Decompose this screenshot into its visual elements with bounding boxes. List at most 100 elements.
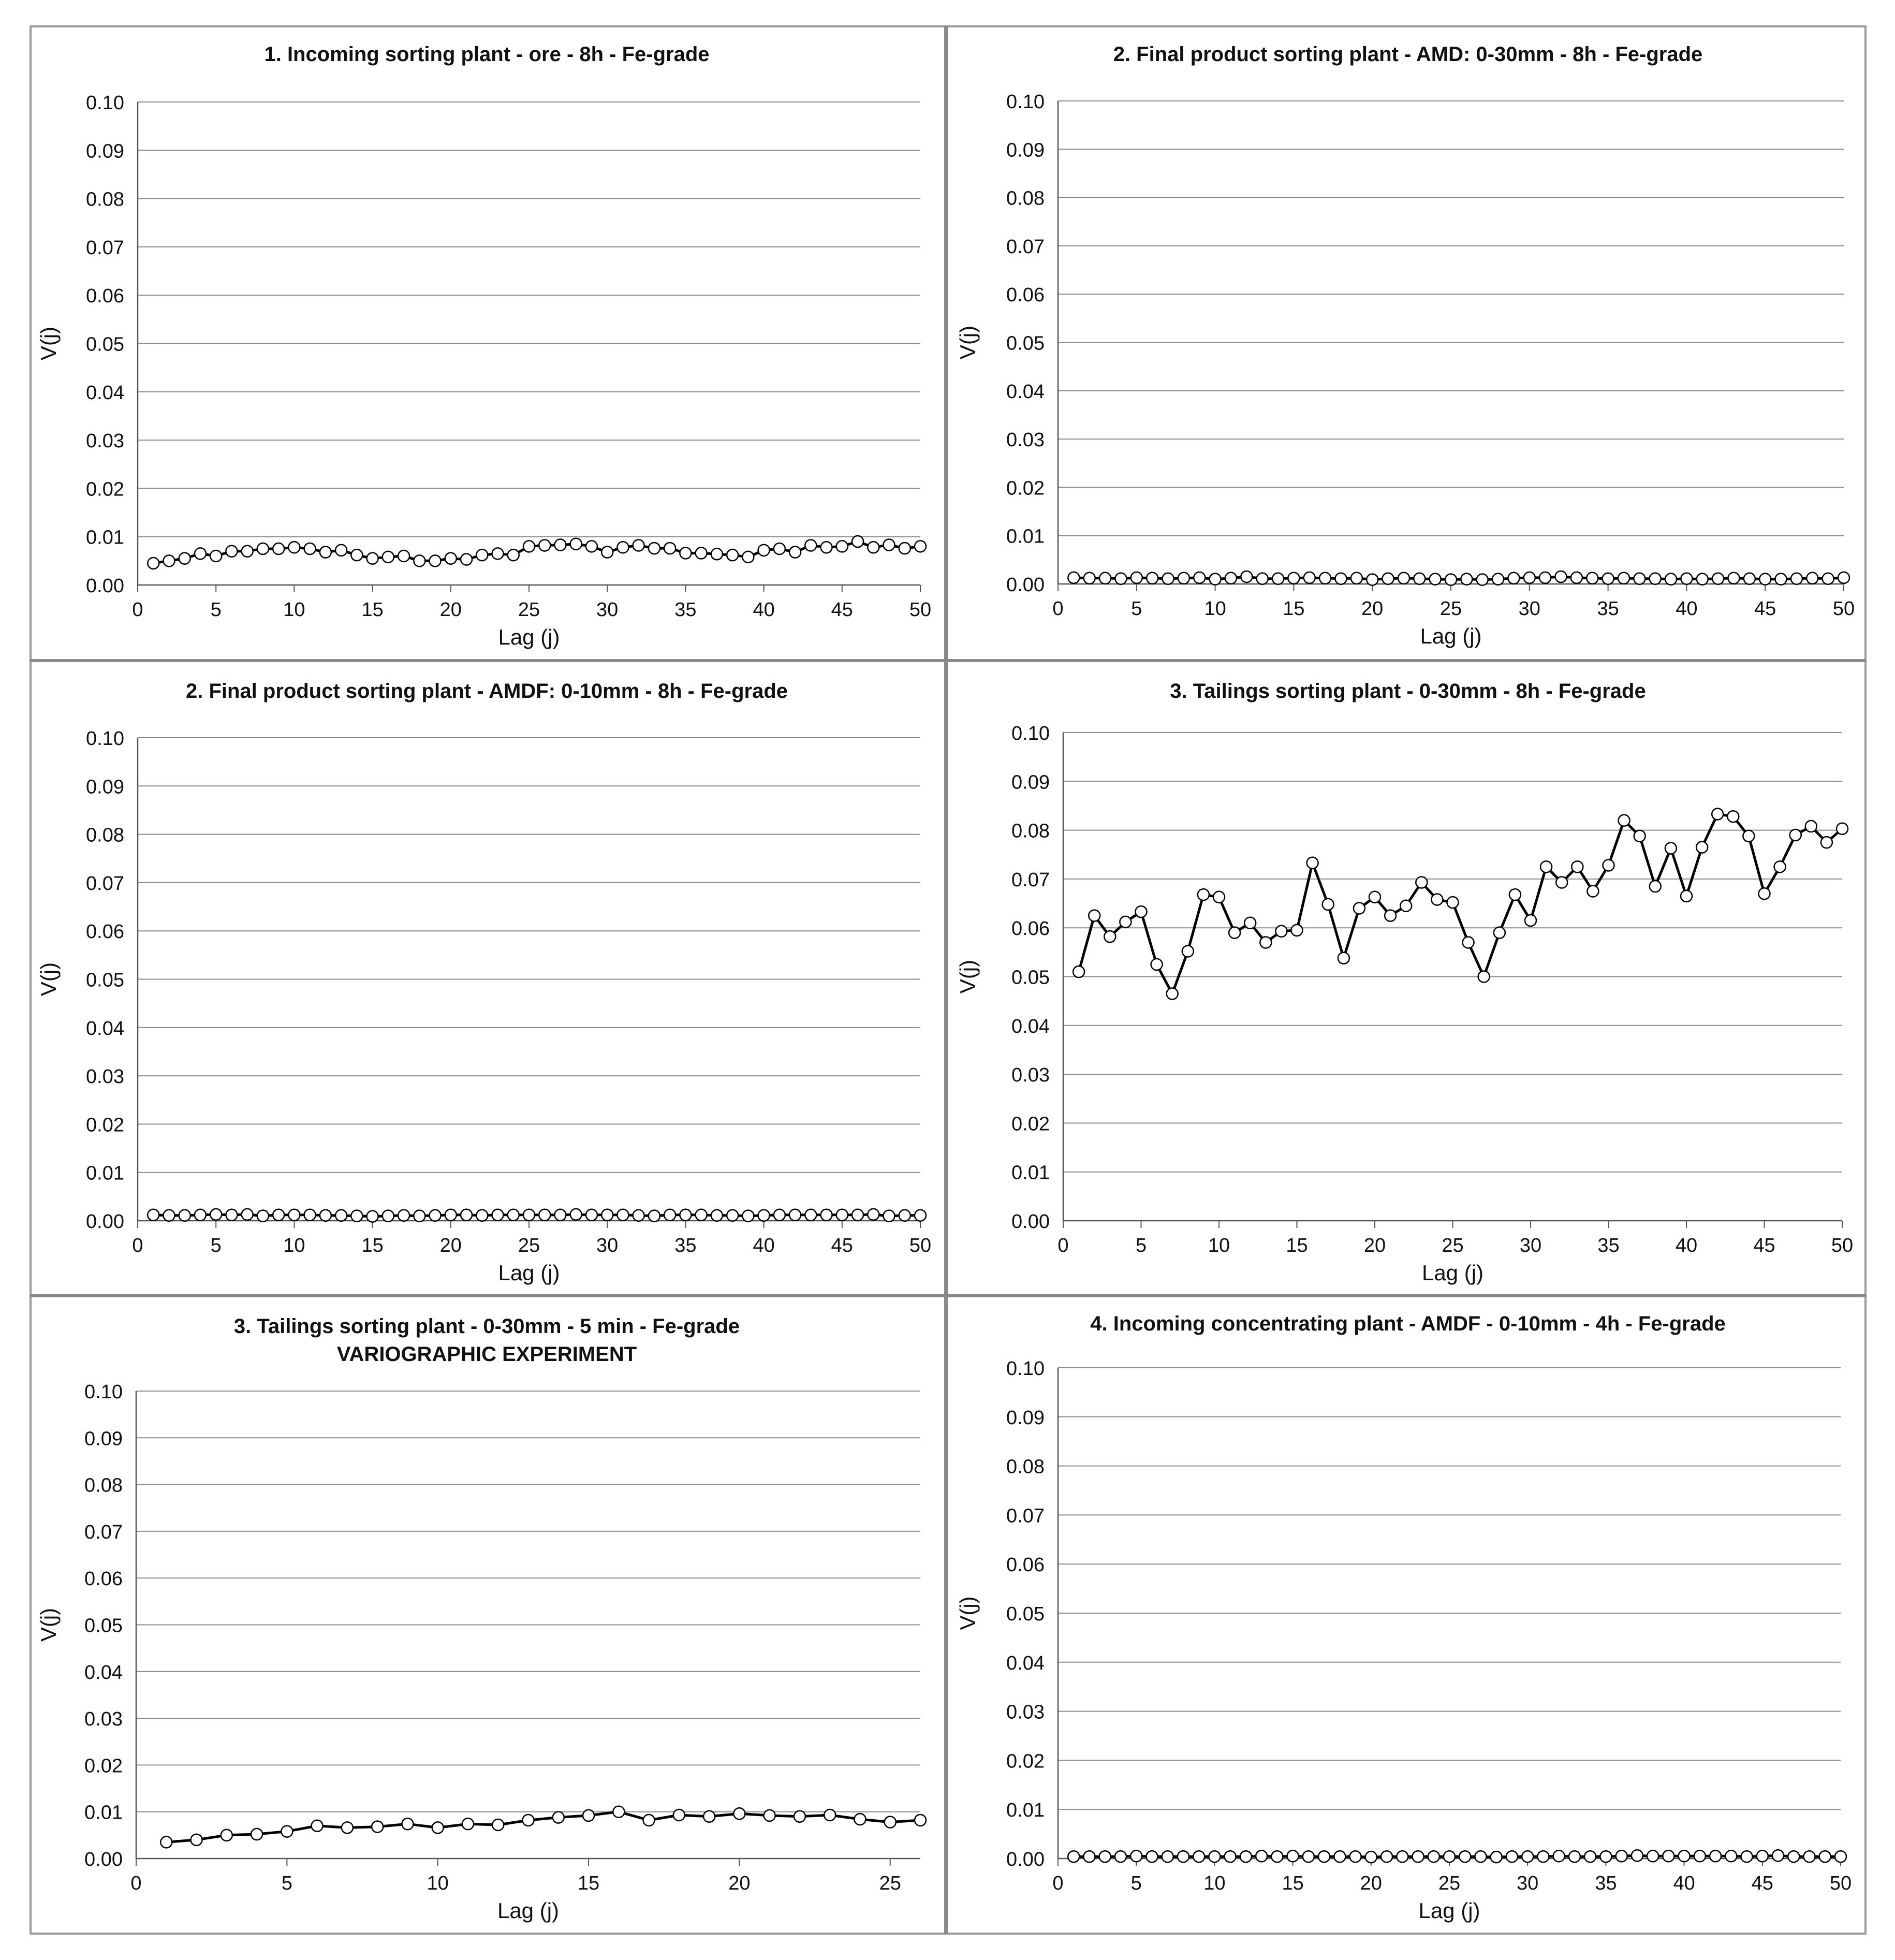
chart-6-point-13 <box>1255 1850 1268 1863</box>
chart-5-ytick-label-5: 0.05 <box>84 1615 123 1637</box>
chart-6-point-6 <box>1145 1850 1158 1863</box>
chart-2-ylabel: V(j) <box>956 326 980 359</box>
chart-3-point-38 <box>726 1209 739 1222</box>
chart-4-xtick-label-3: 15 <box>1286 1235 1308 1256</box>
chart-4-point-12 <box>1243 916 1257 930</box>
chart-4-point-34 <box>1586 885 1599 898</box>
chart-2-xtick-label-2: 10 <box>1204 598 1226 620</box>
chart-3-ytick-label-5: 0.05 <box>86 970 124 991</box>
chart-5-xtick-label-3: 15 <box>578 1873 599 1894</box>
chart-4-point-22 <box>1399 899 1413 913</box>
chart-3-point-40 <box>757 1209 770 1222</box>
chart-3-ytick-label-10: 0.10 <box>86 728 124 750</box>
chart-4-point-20 <box>1368 890 1382 904</box>
chart-6-point-19 <box>1349 1850 1362 1863</box>
chart-1-ytick-label-5: 0.05 <box>86 334 124 356</box>
chart-2-xtick-label-5: 25 <box>1440 598 1462 620</box>
chart-6-point-27 <box>1474 1850 1487 1863</box>
chart-2-point-24 <box>1429 573 1442 586</box>
chart-2-point-1 <box>1067 571 1080 584</box>
chart-6-point-17 <box>1317 1850 1331 1863</box>
chart-5-point-19 <box>702 1810 716 1823</box>
chart-5-xtick-label-0: 0 <box>130 1873 141 1894</box>
frame-right <box>1864 26 1867 1934</box>
chart-1-point-18 <box>413 554 426 567</box>
chart-1-point-24 <box>507 548 520 562</box>
chart-1-xtick-label-3: 15 <box>361 599 383 621</box>
chart-6-point-10 <box>1208 1850 1221 1863</box>
chart-2-point-10 <box>1209 573 1222 586</box>
chart-1-xtick-label-4: 20 <box>440 599 462 621</box>
chart-5-point-20 <box>733 1807 746 1820</box>
chart-4-point-7 <box>1166 987 1179 1000</box>
chart-2-point-32 <box>1554 570 1567 583</box>
chart-4-series-line <box>1077 813 1843 995</box>
chart-4-point-8 <box>1181 945 1195 958</box>
chart-2-point-46 <box>1774 573 1787 586</box>
chart-5-xtick-label-5: 25 <box>879 1873 901 1894</box>
chart-6-xtick-label-10: 50 <box>1830 1873 1852 1894</box>
chart-5-ylabel: V(j) <box>36 1608 61 1642</box>
chart-5-point-1 <box>160 1836 173 1849</box>
chart-4-point-2 <box>1088 909 1101 922</box>
chart-panel-5: 3. Tailings sorting plant - 0-30mm - 5 m… <box>30 1298 944 1934</box>
chart-3-point-45 <box>835 1208 849 1222</box>
chart-2-svg: 2. Final product sorting plant - AMD: 0-… <box>956 43 1855 648</box>
chart-3-point-48 <box>883 1209 895 1222</box>
chart-2-point-15 <box>1287 572 1300 585</box>
chart-5-point-8 <box>371 1820 384 1833</box>
chart-6-xtick-label-2: 10 <box>1203 1873 1225 1894</box>
chart-1-point-10 <box>288 540 301 554</box>
chart-3-xtick-label-8: 40 <box>753 1235 774 1256</box>
chart-3-point-2 <box>163 1209 175 1222</box>
chart-3-ytick-label-7: 0.07 <box>86 873 124 895</box>
chart-1-point-28 <box>569 537 582 550</box>
chart-2-point-21 <box>1382 572 1394 585</box>
chart-4-point-11 <box>1228 926 1241 939</box>
chart-2-point-35 <box>1602 572 1614 585</box>
chart-3-point-13 <box>334 1209 348 1222</box>
chart-1-point-41 <box>773 542 786 555</box>
chart-2-point-20 <box>1365 573 1379 586</box>
chart-1-point-23 <box>491 547 504 560</box>
chart-panel-1: 1. Incoming sorting plant - ore - 8h - F… <box>30 26 944 660</box>
chart-3-point-47 <box>867 1208 880 1221</box>
chart-2-point-23 <box>1413 572 1426 585</box>
chart-3-point-19 <box>429 1209 442 1222</box>
chart-3-ytick-label-4: 0.04 <box>86 1018 124 1040</box>
chart-3-point-32 <box>632 1209 645 1222</box>
chart-6-point-32 <box>1552 1850 1565 1863</box>
chart-6-point-8 <box>1177 1850 1190 1863</box>
chart-5-ytick-label-3: 0.03 <box>84 1708 123 1730</box>
chart-6-ytick-label-4: 0.04 <box>1006 1652 1045 1674</box>
chart-4-ytick-label-6: 0.06 <box>1011 918 1050 940</box>
chart-1-xtick-label-10: 50 <box>909 599 931 621</box>
chart-6-xtick-label-4: 20 <box>1360 1873 1382 1894</box>
chart-6-point-38 <box>1646 1850 1659 1863</box>
chart-2-point-36 <box>1617 572 1630 585</box>
chart-5-point-16 <box>612 1805 625 1818</box>
chart-6-point-28 <box>1490 1850 1503 1864</box>
chart-3-point-21 <box>460 1208 473 1222</box>
chart-4-xtick-label-1: 5 <box>1136 1235 1147 1256</box>
chart-3-point-43 <box>804 1208 817 1222</box>
chart-4-point-29 <box>1508 888 1522 901</box>
chart-3-xtick-label-7: 35 <box>674 1235 696 1256</box>
chart-4-ytick-label-9: 0.09 <box>1011 771 1050 793</box>
chart-6-ytick-label-1: 0.01 <box>1006 1800 1045 1821</box>
chart-2-point-12 <box>1240 570 1253 583</box>
chart-3-xtick-label-6: 30 <box>596 1235 618 1256</box>
chart-1-ytick-label-9: 0.09 <box>86 140 124 162</box>
chart-6-xtick-label-3: 15 <box>1282 1873 1303 1894</box>
chart-6-ytick-label-7: 0.07 <box>1006 1505 1045 1527</box>
chart-3-point-31 <box>616 1208 629 1222</box>
chart-2-xtick-label-0: 0 <box>1052 598 1063 620</box>
chart-5-xlabel: Lag (j) <box>497 1898 559 1923</box>
chart-5-title: 3. Tailings sorting plant - 0-30mm - 5 m… <box>234 1315 740 1338</box>
chart-2-ytick-label-10: 0.10 <box>1006 91 1045 113</box>
chart-6-ytick-label-2: 0.02 <box>1006 1750 1045 1772</box>
chart-3-xtick-label-5: 25 <box>518 1235 540 1256</box>
chart-3-xtick-label-2: 10 <box>283 1235 305 1256</box>
chart-4-point-48 <box>1804 820 1818 833</box>
chart-4-point-6 <box>1150 958 1163 971</box>
